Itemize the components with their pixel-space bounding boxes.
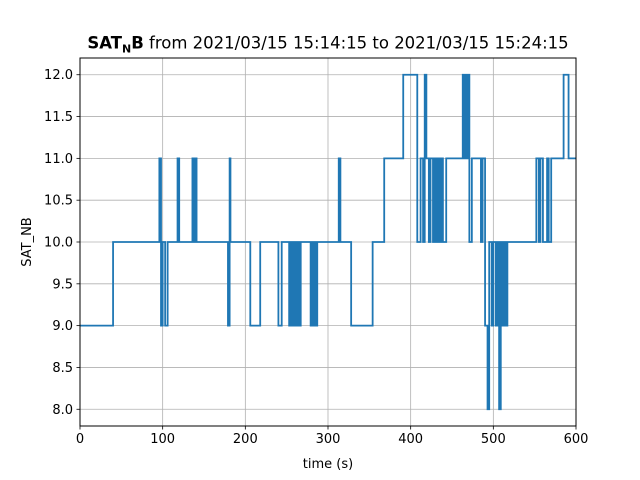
x-tick-label: 200 bbox=[233, 432, 258, 447]
y-tick-label: 9.0 bbox=[52, 319, 73, 334]
x-axis-label: time (s) bbox=[303, 457, 353, 472]
y-tick-label: 9.5 bbox=[52, 277, 73, 292]
x-tick-label: 300 bbox=[316, 432, 341, 447]
x-tick-label: 400 bbox=[398, 432, 423, 447]
title-bold-suffix: B bbox=[131, 34, 144, 53]
y-tick-label: 10.5 bbox=[44, 194, 73, 209]
y-tick-label: 12.0 bbox=[44, 68, 73, 83]
x-axis: 0 100 200 300 400 500 600 bbox=[76, 426, 589, 447]
x-tick-label: 0 bbox=[76, 432, 84, 447]
y-axis: 8.0 8.5 9.0 9.5 10.0 10.5 11.0 11.5 12.0 bbox=[44, 68, 80, 418]
y-tick-label: 8.0 bbox=[52, 403, 73, 418]
y-tick-label: 10.0 bbox=[44, 236, 73, 251]
y-tick-label: 8.5 bbox=[52, 361, 73, 376]
x-tick-label: 500 bbox=[481, 432, 506, 447]
title-subscript: N bbox=[122, 43, 131, 56]
title-bold: SAT bbox=[87, 34, 122, 53]
x-tick-label: 100 bbox=[150, 432, 175, 447]
y-axis-label: SAT_NB bbox=[20, 217, 35, 266]
x-tick-label: 600 bbox=[564, 432, 589, 447]
y-tick-label: 11.5 bbox=[44, 110, 73, 125]
title-rest: from 2021/03/15 15:14:15 to 2021/03/15 1… bbox=[144, 34, 569, 53]
y-tick-label: 11.0 bbox=[44, 152, 73, 167]
chart-title: SATNB from 2021/03/15 15:14:15 to 2021/0… bbox=[87, 34, 568, 56]
series-line bbox=[80, 73, 576, 411]
series-layer bbox=[80, 73, 576, 411]
